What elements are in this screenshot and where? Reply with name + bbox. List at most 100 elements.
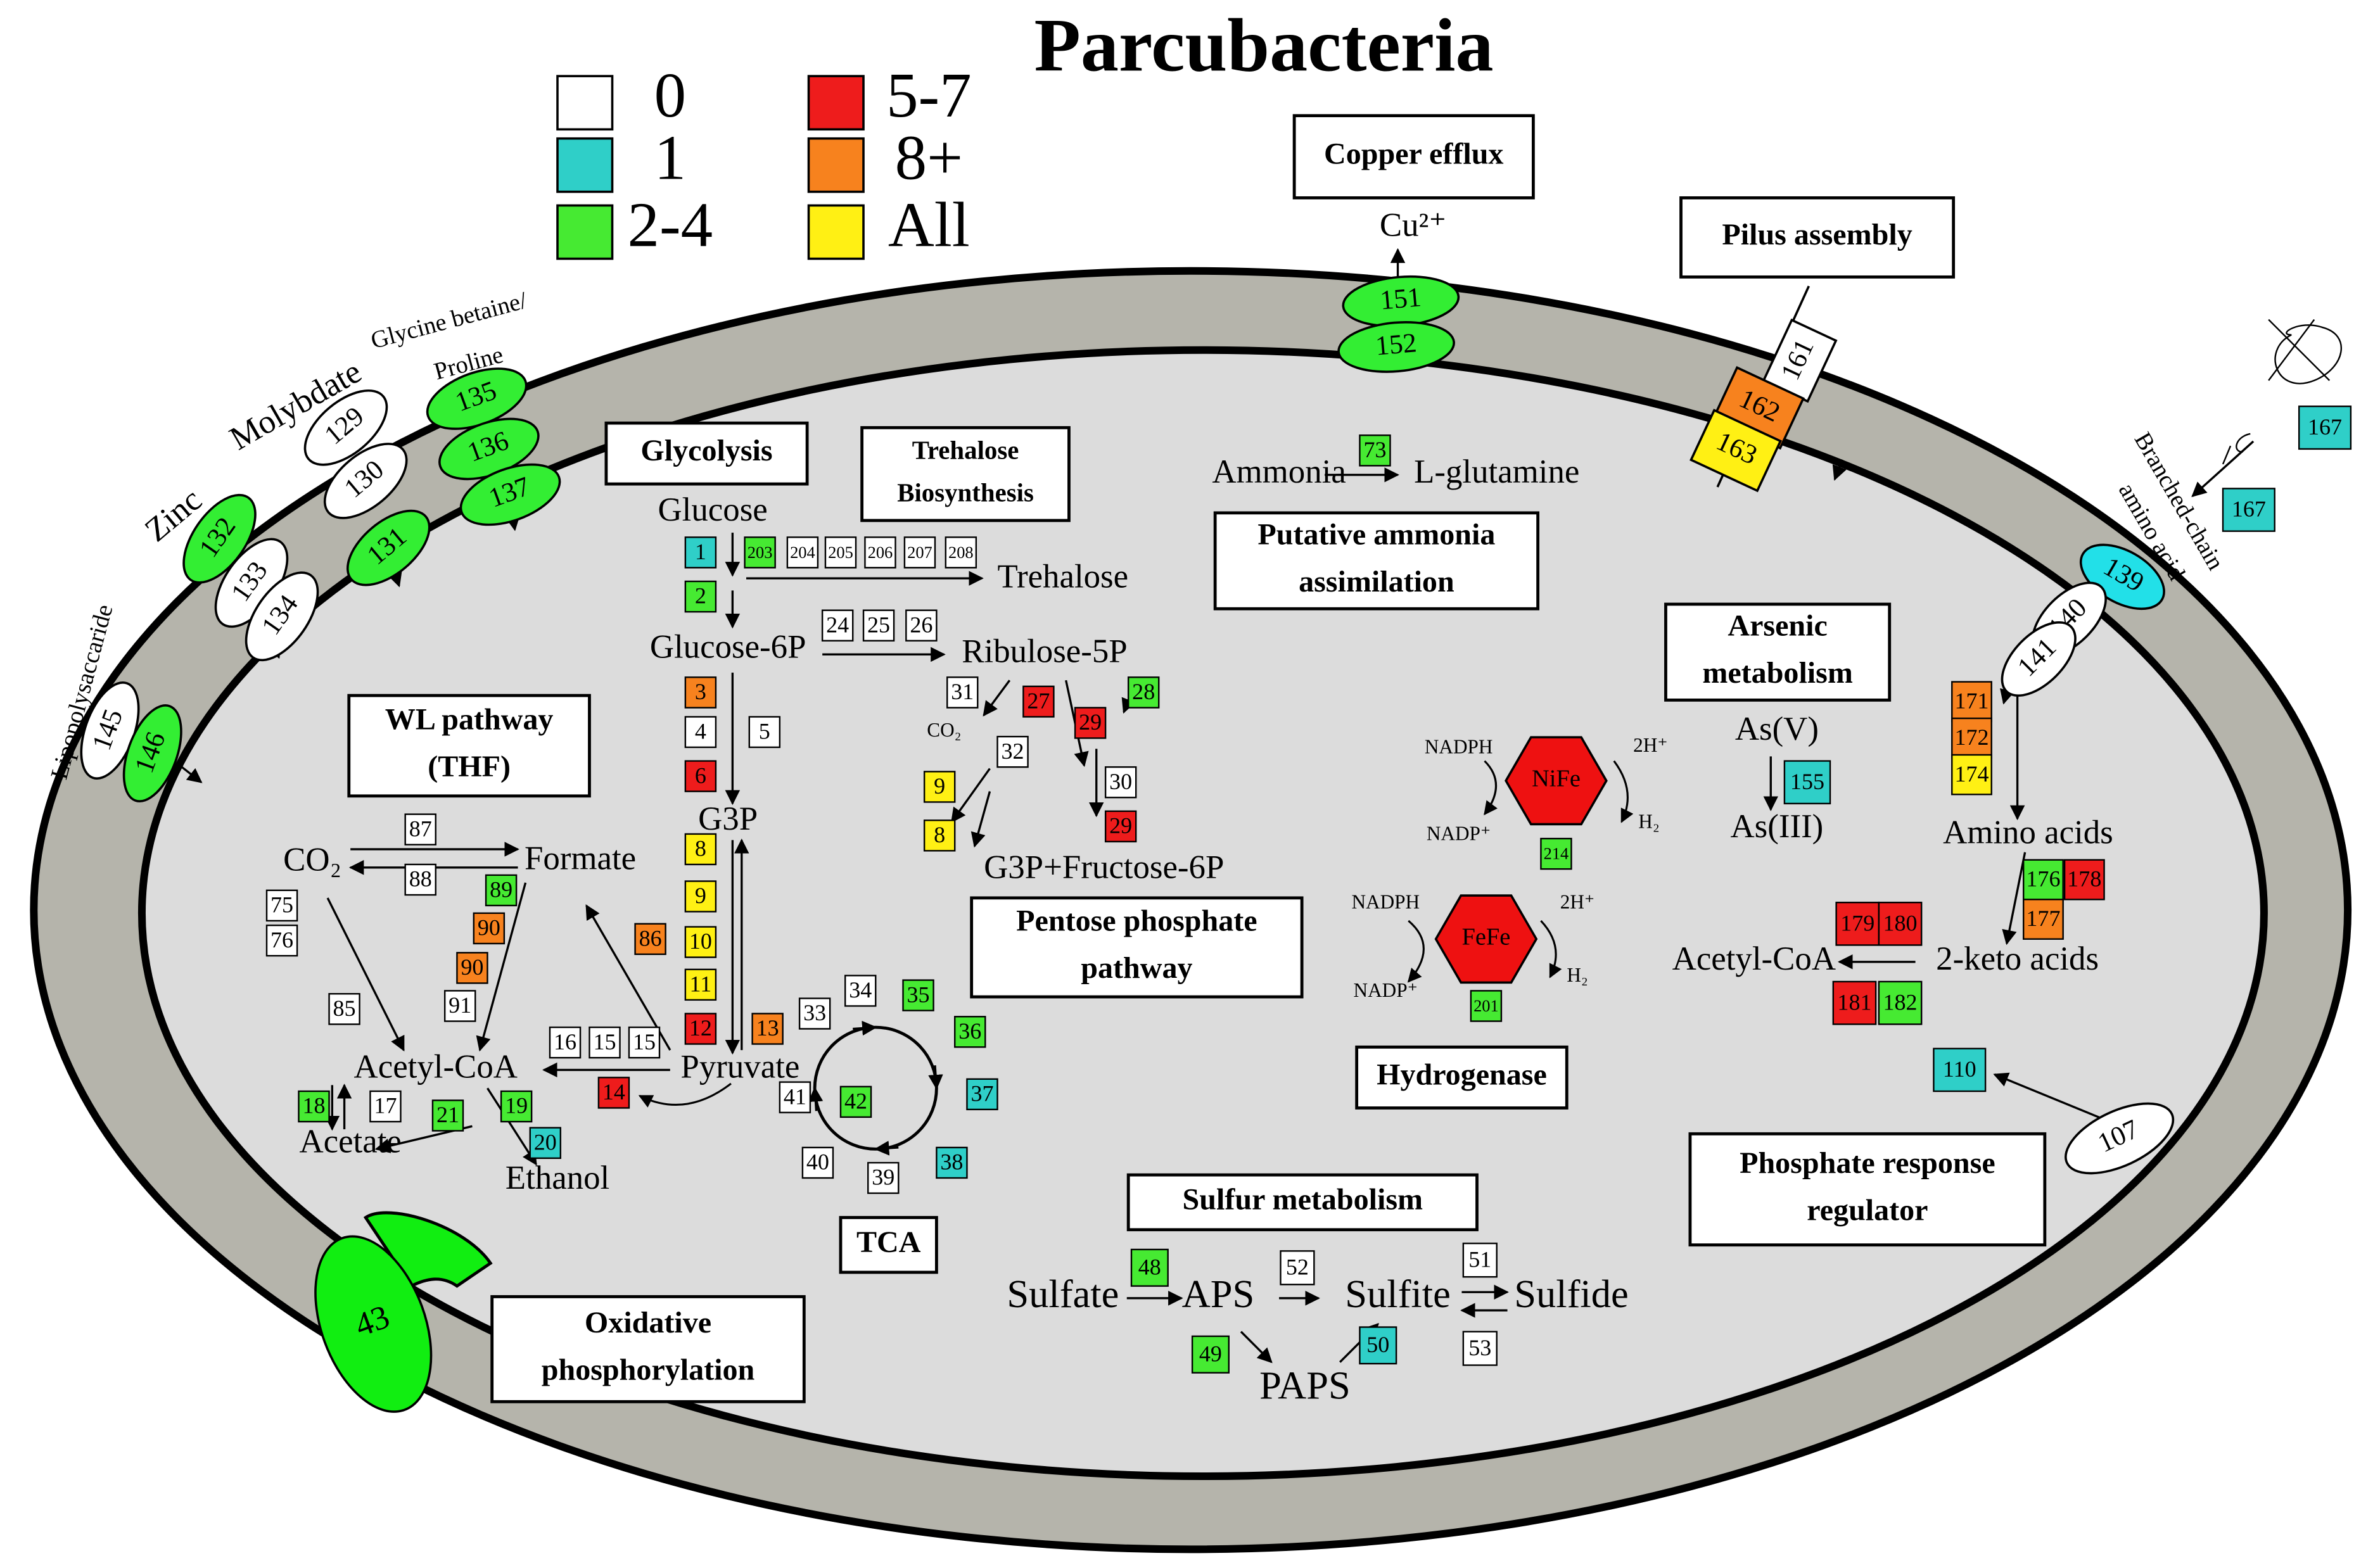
metabolite: Trehalose: [998, 559, 1129, 595]
transporter: [122, 704, 182, 803]
enzyme-label: 20: [534, 1129, 557, 1155]
enzyme-label: 167: [2232, 497, 2266, 522]
enzyme-label: 110: [1943, 1056, 1976, 1082]
enzyme-label: 208: [948, 543, 974, 562]
metabolite: As(V): [1735, 711, 1819, 747]
legend-swatch: [807, 137, 865, 193]
transporter: [182, 493, 257, 584]
enzyme-label: 21: [436, 1102, 459, 1127]
enzyme-box: [923, 771, 956, 803]
section-box: [860, 426, 1071, 522]
section-title: Pentose phosphate: [1016, 904, 1257, 938]
metabolite: Formate: [525, 840, 636, 876]
arrow: [808, 1086, 824, 1111]
enzyme-label: 9: [934, 773, 945, 799]
enzyme-box: [966, 1078, 998, 1111]
arrow: [1240, 1331, 1273, 1364]
enzyme-label: 1: [695, 539, 706, 564]
transporter: [323, 443, 408, 519]
enzyme-label: 15: [633, 1029, 656, 1054]
enzyme-label: 90: [478, 915, 500, 940]
enzyme-label: 39: [872, 1165, 894, 1190]
enzyme-label: 49: [1199, 1341, 1222, 1366]
enzyme-label: 52: [1286, 1254, 1309, 1279]
enzyme-label: 179: [1840, 910, 1874, 935]
enzyme-label: 51: [1468, 1246, 1491, 1272]
legend-label: 0: [654, 60, 686, 130]
hydrogenase-label: FeFe: [1461, 924, 1510, 951]
arrow: [638, 1082, 732, 1108]
enzyme-label: 86: [639, 925, 662, 951]
arrow: [1613, 760, 1634, 823]
enzyme-label: 35: [907, 982, 930, 1007]
enzyme-box: [1191, 1335, 1230, 1374]
arrow: [2191, 440, 2255, 497]
section-title: Glycolysis: [640, 434, 772, 467]
enzyme-box: [1951, 681, 1992, 723]
enzyme-box: [404, 813, 436, 845]
enzyme-box: [905, 609, 938, 642]
enzyme-box: [936, 1146, 968, 1179]
enzyme-box: [1832, 980, 1877, 1025]
enzyme-box: [844, 975, 877, 1007]
hydrogenase: [1505, 736, 1608, 826]
metabolite: L-glutamine: [1414, 453, 1579, 490]
metabolite: Cu²⁺: [1380, 207, 1446, 244]
enzyme-box: [867, 1161, 900, 1194]
enzyme-label: 18: [302, 1093, 325, 1118]
enzyme-box: [298, 1090, 330, 1123]
section-box: [1355, 1045, 1569, 1110]
arrow: [1832, 459, 1847, 481]
enzyme-label: 24: [826, 612, 849, 637]
enzyme-label: 19: [505, 1093, 528, 1118]
enzyme-label: 5: [759, 719, 770, 744]
enzyme-label: 207: [907, 543, 932, 562]
enzyme-box: [684, 760, 717, 792]
enzyme-label: 75: [270, 892, 293, 918]
section-title: Trehalose: [912, 436, 1019, 464]
metabolite: G3P+Fructose-6P: [984, 849, 1224, 886]
enzyme-label: 25: [867, 612, 890, 637]
enzyme-label: 167: [2308, 414, 2342, 440]
enzyme-box: [684, 716, 717, 749]
arrow: [1407, 920, 1425, 983]
enzyme-box: [824, 536, 857, 569]
enzyme-box: [473, 912, 506, 945]
arrow: [983, 680, 1011, 717]
section-box: [1126, 1173, 1479, 1232]
legend-swatch: [556, 137, 614, 193]
enzyme-box: [549, 1026, 582, 1059]
enzyme-box: [1104, 766, 1137, 799]
enzyme-box: [923, 819, 956, 852]
arrow: [874, 1141, 899, 1156]
enzyme-box: [443, 990, 476, 1022]
enzyme-label: 203: [748, 543, 773, 562]
arrow: [1540, 920, 1562, 978]
enzyme-label: 206: [868, 543, 893, 562]
arrow: [487, 1087, 537, 1166]
enzyme-box: [1130, 1248, 1169, 1287]
enzyme-box: [1878, 901, 1923, 946]
transporter: [346, 509, 431, 586]
enzyme-label: 27: [1027, 688, 1050, 714]
legend-label: All: [888, 189, 970, 260]
enzyme-box: [684, 536, 717, 569]
enzyme-label: 11: [690, 971, 712, 996]
enzyme-box: [1462, 1243, 1498, 1278]
enzyme-label: 48: [1138, 1254, 1161, 1279]
enzyme-box: [456, 952, 488, 984]
transporter: [303, 389, 388, 466]
section-title: assimilation: [1299, 565, 1454, 598]
metabolite: Acetyl-CoA: [354, 1049, 518, 1085]
enzyme-label: 89: [490, 876, 512, 902]
enzyme-label: 8: [934, 822, 945, 847]
enzyme-box: [265, 924, 298, 957]
enzyme-box: [821, 609, 854, 642]
enzyme-box: [1127, 676, 1160, 709]
enzyme-label: 88: [409, 866, 432, 892]
transporter: [314, 1235, 433, 1413]
enzyme-box: [1878, 980, 1923, 1025]
enzyme-box: [684, 580, 717, 613]
